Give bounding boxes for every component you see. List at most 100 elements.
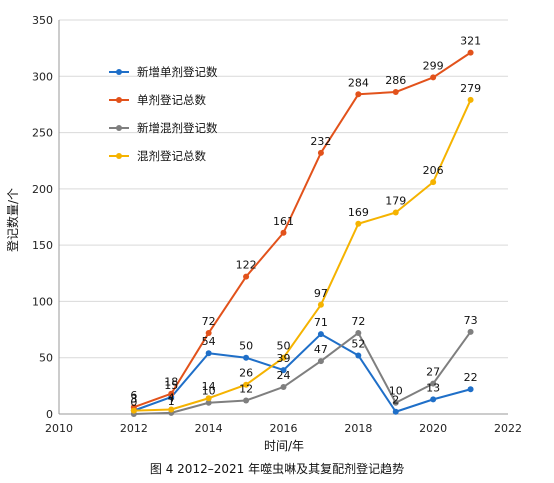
data-point xyxy=(243,397,250,404)
data-label: 24 xyxy=(277,369,291,382)
data-label: 6 xyxy=(130,389,137,402)
y-tick-label: 200 xyxy=(32,183,53,196)
data-point xyxy=(392,209,399,216)
x-tick-label: 2022 xyxy=(494,422,522,435)
data-point xyxy=(280,229,287,236)
data-label: 284 xyxy=(348,76,369,89)
data-label: 27 xyxy=(426,366,440,379)
legend-label: 单剂登记总数 xyxy=(137,93,206,107)
data-label: 232 xyxy=(310,135,331,148)
series-line xyxy=(133,51,472,409)
data-label: 4 xyxy=(168,391,175,404)
data-point xyxy=(317,358,324,365)
data-point xyxy=(392,399,399,406)
data-point xyxy=(243,273,250,280)
legend-marker xyxy=(116,125,122,131)
x-tick-label: 2018 xyxy=(344,422,372,435)
x-tick-label: 2020 xyxy=(419,422,447,435)
series-layer xyxy=(130,49,474,417)
data-label: 179 xyxy=(385,194,406,207)
y-tick-label: 0 xyxy=(46,408,53,421)
y-tick-label: 300 xyxy=(32,70,53,83)
x-tick-label: 2012 xyxy=(120,422,148,435)
data-point xyxy=(317,331,324,338)
data-label: 14 xyxy=(202,380,216,393)
data-label: 122 xyxy=(236,259,257,272)
data-label: 50 xyxy=(277,340,291,353)
data-point xyxy=(205,350,212,357)
y-tick-label: 350 xyxy=(32,14,53,27)
data-label: 279 xyxy=(460,82,481,95)
data-label: 3 xyxy=(130,393,137,406)
series-line xyxy=(133,331,472,415)
data-label: 54 xyxy=(202,335,216,348)
data-label: 0 xyxy=(130,396,137,409)
data-label: 10 xyxy=(389,385,403,398)
data-point xyxy=(355,220,362,227)
data-label: 10 xyxy=(202,385,216,398)
data-point xyxy=(467,96,474,103)
series-line xyxy=(133,333,471,413)
y-tick-label: 250 xyxy=(32,127,53,140)
x-tick-label: 2010 xyxy=(45,422,73,435)
data-label: 71 xyxy=(314,316,328,329)
data-point xyxy=(168,406,175,413)
data-point xyxy=(205,399,212,406)
y-tick-label: 50 xyxy=(39,352,53,365)
data-point xyxy=(467,49,474,56)
x-tick-label: 2014 xyxy=(195,422,223,435)
data-label: 13 xyxy=(426,381,440,394)
data-point xyxy=(168,390,175,397)
data-point xyxy=(392,408,399,415)
data-label: 169 xyxy=(348,206,369,219)
data-label: 1 xyxy=(168,395,175,408)
legend-label: 新增单剂登记数 xyxy=(137,65,218,79)
data-point xyxy=(317,149,324,156)
data-label: 15 xyxy=(164,379,178,392)
data-point xyxy=(355,352,362,359)
grid-layer xyxy=(59,19,508,415)
y-axis-title: 登记数量/个 xyxy=(5,188,20,252)
x-tick-label: 2016 xyxy=(270,422,298,435)
data-label: 73 xyxy=(464,314,478,327)
data-label: 52 xyxy=(351,337,365,350)
data-point xyxy=(430,380,437,387)
data-label: 47 xyxy=(314,343,328,356)
data-point xyxy=(130,407,137,414)
x-axis-title: 时间/年 xyxy=(264,439,304,453)
data-point xyxy=(430,396,437,403)
data-point xyxy=(317,301,324,308)
data-label: 299 xyxy=(423,59,444,72)
data-label: 3 xyxy=(130,393,137,406)
legend-marker xyxy=(116,69,122,75)
data-label: 161 xyxy=(273,215,294,228)
figure-caption: 图 4 2012–2021 年噬虫啉及其复配剂登记趋势 xyxy=(150,461,404,476)
y-tick-label: 150 xyxy=(32,239,53,252)
data-point xyxy=(280,383,287,390)
data-label: 72 xyxy=(202,315,216,328)
data-point xyxy=(467,386,474,393)
series-line xyxy=(133,99,472,412)
data-label: 22 xyxy=(464,371,478,384)
data-label: 26 xyxy=(239,367,253,380)
data-point xyxy=(280,354,287,361)
data-label: 97 xyxy=(314,287,328,300)
data-point xyxy=(243,381,250,388)
data-point xyxy=(355,91,362,98)
data-label: 2 xyxy=(392,394,399,407)
data-point xyxy=(430,74,437,81)
data-point xyxy=(205,395,212,402)
legend-marker xyxy=(116,153,122,159)
data-point xyxy=(280,367,287,374)
legend-label: 混剂登记总数 xyxy=(137,149,206,163)
data-label: 39 xyxy=(277,352,291,365)
data-point xyxy=(467,328,474,335)
legend-marker xyxy=(116,97,122,103)
data-label: 12 xyxy=(239,382,253,395)
legend-label: 新增混剂登记数 xyxy=(137,121,218,135)
